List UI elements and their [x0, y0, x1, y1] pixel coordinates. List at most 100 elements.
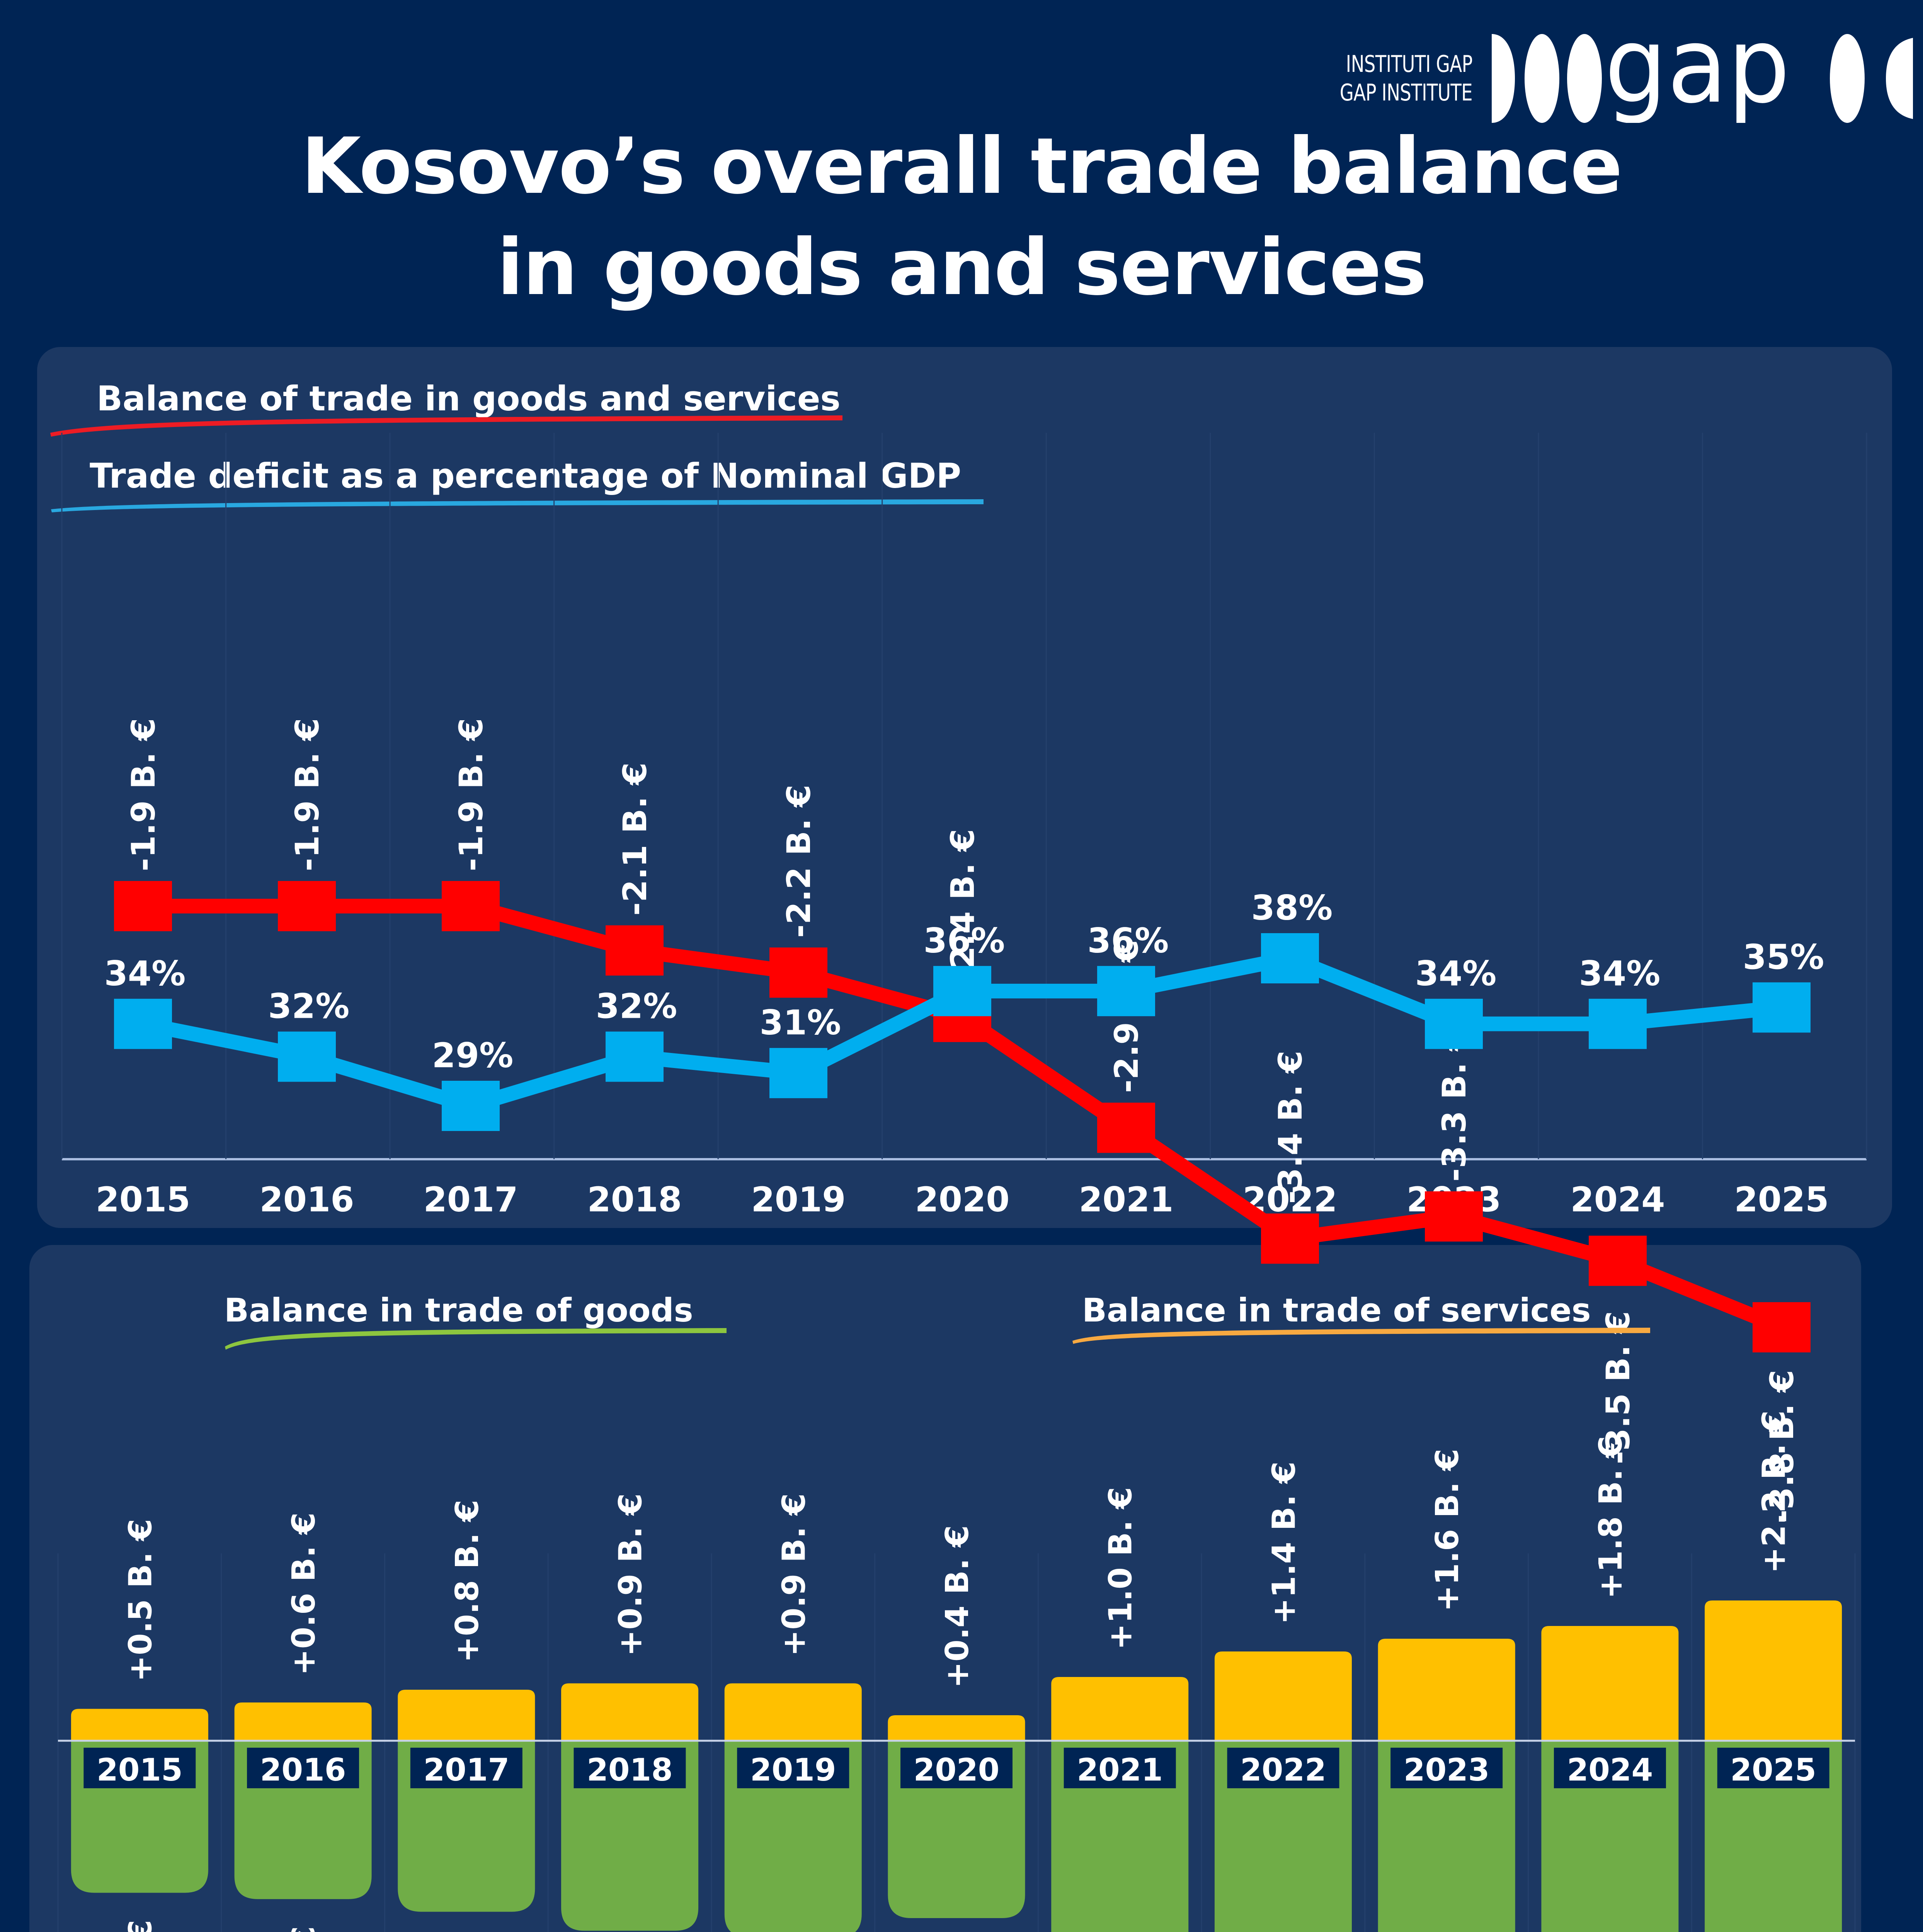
year-box [1064, 1748, 1176, 1788]
total-balance-label: -3.5 B. € [1599, 1311, 1637, 1464]
year-box [1717, 1748, 1829, 1788]
services-bar [71, 1709, 208, 1741]
total-balance-marker [1425, 1191, 1483, 1242]
x-tick-label: 2021 [1077, 1752, 1163, 1788]
year-box [573, 1748, 686, 1788]
deficit-pct-marker [1589, 998, 1647, 1049]
year-box [410, 1748, 522, 1788]
services-bar [398, 1690, 535, 1741]
deficit-pct-marker [1753, 982, 1811, 1033]
year-box [1554, 1748, 1666, 1788]
services-bar [1214, 1651, 1352, 1741]
logo-half-dot [1492, 34, 1515, 123]
deficit-pct-marker [114, 998, 172, 1049]
x-tick-label: 2019 [751, 1180, 846, 1219]
deficit-pct-label: 34% [1415, 954, 1497, 993]
services-bar [1541, 1626, 1679, 1741]
total-balance-label: -2.2 B. € [780, 785, 818, 938]
title-line-1: Kosovo’s overall trade balance [301, 121, 1622, 211]
total-balance-marker [1753, 1302, 1811, 1352]
gap-logo: gap [1492, 34, 1913, 123]
line-chart-legend: Balance of trade in goods and services T… [50, 379, 984, 512]
legend-services-underline [1072, 1328, 1650, 1344]
services-label: +0.4 B. € [939, 1525, 976, 1688]
goods-label: -2.5 B. € [286, 1926, 322, 1932]
total-balance-marker [114, 881, 172, 931]
x-tick-label: 2024 [1571, 1180, 1665, 1219]
total-balance-marker [278, 881, 336, 931]
brand-line-1: INSTITUTI GAP [1346, 51, 1473, 78]
year-box [737, 1748, 849, 1788]
goods-bar [1051, 1741, 1189, 1932]
total-balance-label: -1.9 B. € [288, 718, 326, 871]
deficit-pct-label: 34% [104, 954, 186, 993]
legend-deficit-pct: Trade deficit as a percentage of Nominal… [90, 456, 961, 496]
services-label: +0.5 B. € [122, 1519, 159, 1682]
logo-text: gap [1605, 34, 1790, 123]
legend-goods-underline [225, 1328, 727, 1350]
total-balance-label: -2.1 B. € [616, 762, 654, 916]
services-label: +0.9 B. € [613, 1493, 649, 1656]
x-tick-label: 2015 [96, 1180, 191, 1219]
legend-total-balance: Balance of trade in goods and services [97, 379, 841, 418]
total-balance-label: -1.9 B. € [452, 718, 490, 871]
title-line-2: in goods and services [497, 223, 1427, 313]
logo-dot [1525, 34, 1559, 123]
total-balance-label: -3.8 B. € [1763, 1370, 1801, 1523]
services-label: +1.0 B. € [1103, 1487, 1139, 1650]
brand-line-2: GAP INSTITUTE [1339, 79, 1473, 106]
x-tick-label: 2024 [1567, 1752, 1653, 1788]
total-balance-marker [1097, 1102, 1155, 1153]
page-title: Kosovo’s overall trade balance in goods … [0, 116, 1923, 318]
x-tick-label: 2025 [1730, 1752, 1816, 1788]
year-box [247, 1748, 359, 1788]
services-label: +0.6 B. € [286, 1512, 322, 1675]
brand: INSTITUTI GAP GAP INSTITUTE gap [1302, 34, 1913, 123]
x-tick-label: 2016 [260, 1752, 346, 1788]
total-balance-label: -1.9 B. € [124, 718, 162, 871]
deficit-pct-label: 36% [924, 921, 1005, 961]
services-label: +0.9 B. € [776, 1493, 812, 1656]
deficit-pct-marker [1097, 966, 1155, 1016]
total-balance-label: -3.4 B. € [1271, 1051, 1309, 1204]
services-label: +1.8 B. € [1593, 1436, 1629, 1599]
legend-services: Balance in trade of services [1082, 1291, 1591, 1329]
deficit-pct-marker [606, 1031, 664, 1082]
total-balance-marker [769, 947, 827, 998]
services-bar [1051, 1677, 1189, 1741]
services-label: +1.6 B. € [1429, 1449, 1466, 1612]
year-box [1390, 1748, 1503, 1788]
x-tick-label: 2020 [915, 1180, 1010, 1219]
legend-total-underline [50, 415, 842, 437]
year-box [1227, 1748, 1339, 1788]
x-tick-label: 2025 [1734, 1180, 1829, 1219]
x-tick-label: 2023 [1404, 1752, 1490, 1788]
deficit-pct-label: 36% [1087, 921, 1169, 961]
deficit-pct-marker [278, 1031, 336, 1082]
services-label: +2.2 B. € [1756, 1410, 1793, 1573]
line-chart-panel [37, 347, 1892, 1228]
deficit-pct-label: 38% [1251, 888, 1333, 928]
bar-chart-legend: Balance in trade of goods Balance in tra… [224, 1291, 1650, 1350]
deficit-pct-label: 32% [268, 986, 350, 1026]
total-balance-marker [606, 925, 664, 976]
services-bar [888, 1715, 1025, 1741]
goods-bar [724, 1741, 862, 1932]
x-tick-label: 2020 [914, 1752, 1000, 1788]
total-balance-label: -2.4 B. € [944, 829, 982, 982]
goods-bar [1541, 1741, 1679, 1932]
total-balance-label: -3.3 B. € [1435, 1029, 1473, 1182]
services-bar [1705, 1600, 1842, 1741]
services-label: +0.8 B. € [449, 1500, 486, 1663]
goods-bar [1705, 1741, 1842, 1932]
year-box [900, 1748, 1013, 1788]
deficit-pct-marker [1425, 998, 1483, 1049]
brand-text: INSTITUTI GAP GAP INSTITUTE [1339, 50, 1473, 107]
goods-bar [1378, 1741, 1515, 1932]
deficit-pct-label: 31% [760, 1003, 841, 1043]
x-tick-label: 2017 [424, 1180, 518, 1219]
total-balance-marker [442, 881, 500, 931]
deficit-pct-marker [442, 1081, 500, 1131]
services-bar [1378, 1639, 1515, 1741]
